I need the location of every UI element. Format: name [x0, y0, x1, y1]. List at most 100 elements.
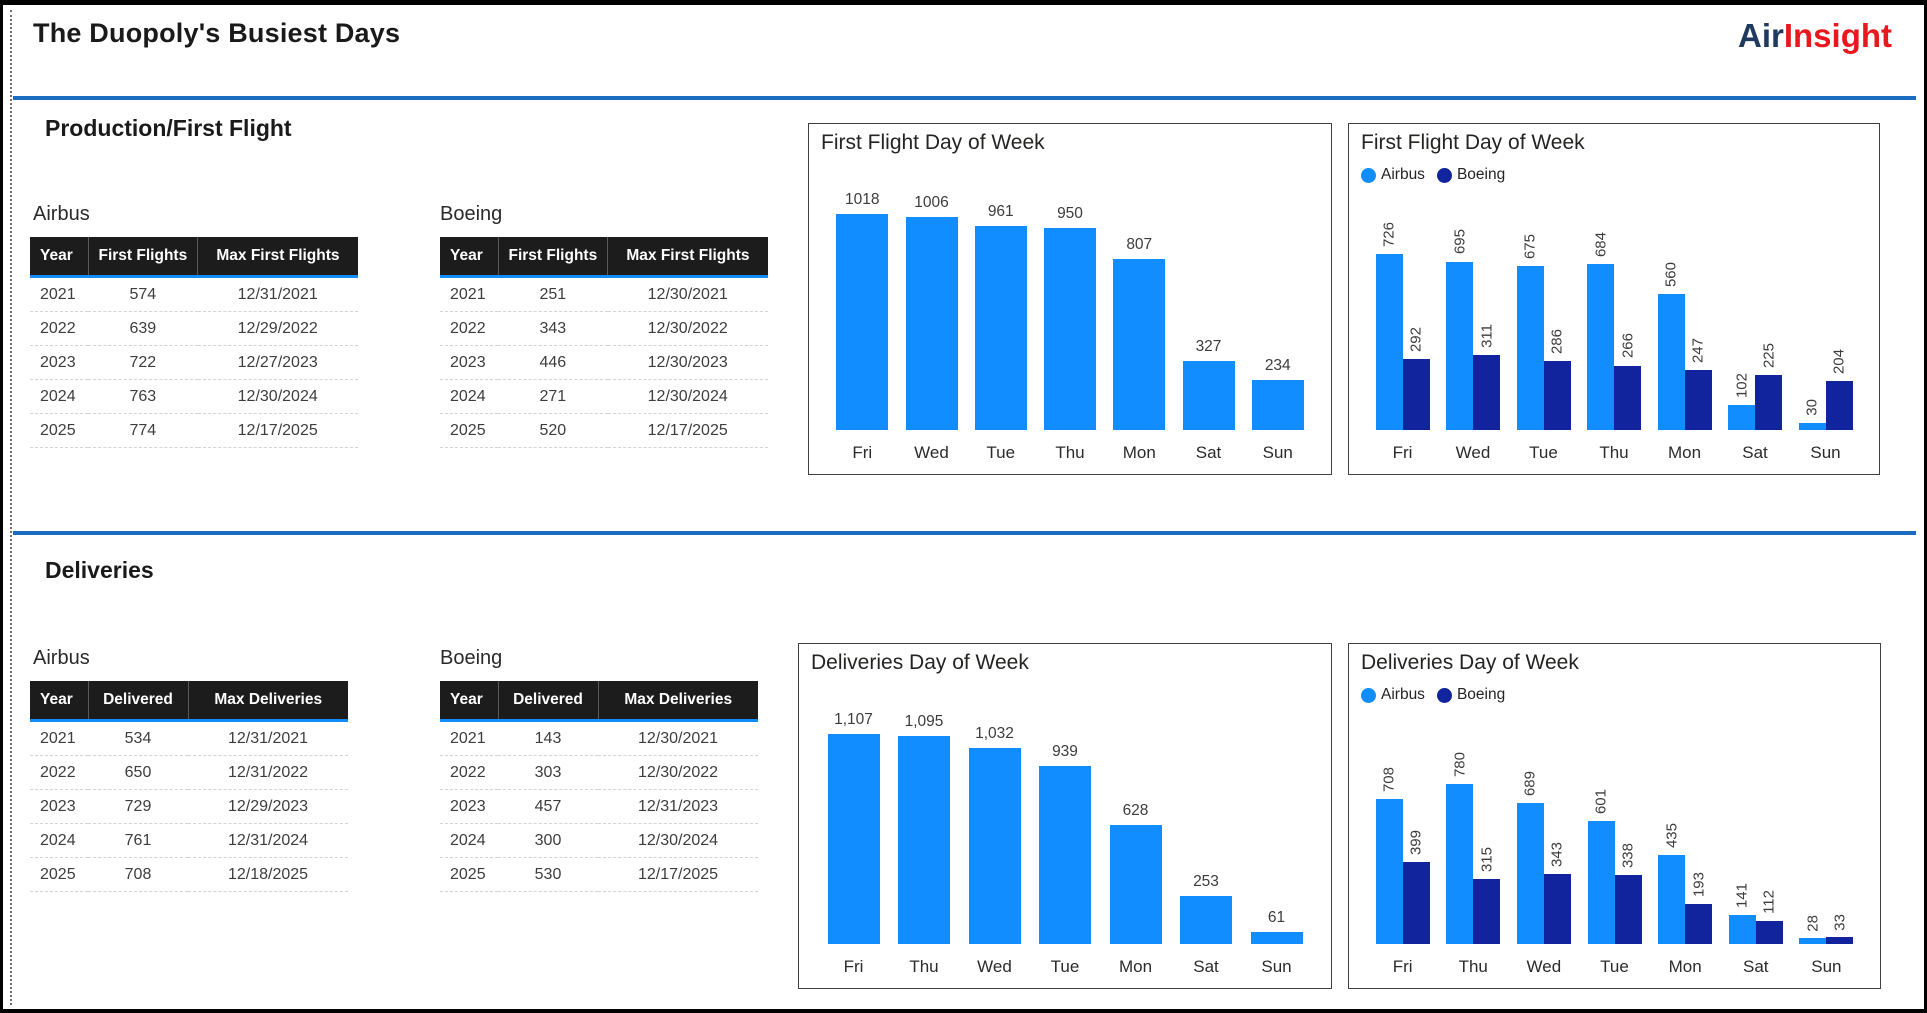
table-cell: 763 [88, 379, 198, 414]
bar-value-label: 102 [1733, 373, 1750, 399]
bar[interactable]: 1,095 [898, 713, 950, 944]
bar-group: 234 [1251, 214, 1304, 430]
chart-title: First Flight Day of Week [1361, 131, 1585, 154]
airbus-bar[interactable]: 30 [1798, 399, 1826, 430]
table-row[interactable]: 2025 708 12/18/2025 [30, 857, 348, 892]
airbus-bar[interactable]: 695 [1446, 229, 1473, 430]
boeing-bar[interactable]: 286 [1543, 329, 1571, 430]
boeing-bar[interactable]: 311 [1473, 324, 1500, 430]
airbus-bar[interactable]: 560 [1657, 262, 1685, 430]
page-guide-dotted-line [10, 10, 12, 1005]
table-row[interactable]: 2021 143 12/30/2021 [440, 720, 758, 756]
table-cell: 271 [498, 379, 608, 414]
bar[interactable]: 939 [1039, 743, 1091, 944]
airbus-bar[interactable]: 684 [1587, 232, 1614, 430]
table-row[interactable]: 2021 574 12/31/2021 [30, 276, 358, 312]
boeing-bar[interactable]: 343 [1543, 842, 1571, 944]
bar[interactable]: 327 [1182, 338, 1235, 430]
table-row[interactable]: 2023 729 12/29/2023 [30, 789, 348, 824]
boeing-bar[interactable]: 204 [1825, 349, 1853, 430]
table-row[interactable]: 2025 520 12/17/2025 [440, 413, 768, 448]
table-row[interactable]: 2024 761 12/31/2024 [30, 823, 348, 858]
boeing-first-flight-table: Year First Flights Max First Flights 2021 25… [440, 237, 768, 448]
category-group: 102 225 Sat [1728, 254, 1782, 466]
table-row[interactable]: 2023 446 12/30/2023 [440, 345, 768, 380]
table-row[interactable]: 2022 650 12/31/2022 [30, 755, 348, 790]
chart-plot-area: 1018 Fri 1006 Wed 961 Tue 950 Thu 807 Mon 327 Sat 23… [819, 191, 1321, 466]
table-cell: 534 [88, 720, 188, 756]
category-label: Sat [1742, 957, 1769, 976]
bar[interactable]: 1006 [905, 194, 958, 430]
table-row[interactable]: 2025 774 12/17/2025 [30, 413, 358, 448]
category-label: Mon [1122, 443, 1156, 462]
airbus-bar[interactable]: 780 [1446, 752, 1474, 944]
table-cell: 12/17/2025 [197, 413, 358, 448]
boeing-bar[interactable]: 112 [1755, 890, 1783, 944]
table-row[interactable]: 2022 343 12/30/2022 [440, 311, 768, 346]
boeing-bar[interactable]: 338 [1614, 843, 1642, 944]
legend-item-airbus[interactable]: Airbus [1361, 166, 1425, 184]
table-row[interactable]: 2024 763 12/30/2024 [30, 379, 358, 414]
airbus-bar[interactable]: 102 [1728, 373, 1755, 430]
table-row[interactable]: 2025 530 12/17/2025 [440, 857, 758, 892]
bar[interactable]: 1018 [836, 191, 889, 430]
table-cell: 446 [498, 345, 608, 380]
airbus-bar[interactable]: 601 [1587, 789, 1615, 944]
bar[interactable]: 1,107 [827, 711, 880, 944]
table-row[interactable]: 2023 457 12/31/2023 [440, 789, 758, 824]
bar[interactable]: 807 [1113, 236, 1166, 430]
airbus-bar[interactable]: 435 [1658, 823, 1686, 944]
table-cell: 2021 [30, 720, 88, 756]
bar-value-label: 311 [1478, 323, 1495, 348]
bar[interactable]: 61 [1250, 909, 1303, 944]
column-header: Max First Flights [607, 237, 768, 278]
boeing-bar[interactable]: 225 [1755, 343, 1782, 430]
airbus-bar[interactable]: 28 [1799, 915, 1827, 944]
table-row[interactable]: 2022 639 12/29/2022 [30, 311, 358, 346]
bar[interactable]: 961 [974, 203, 1027, 430]
bar-value-label: 343 [1548, 841, 1566, 867]
bar[interactable]: 234 [1251, 357, 1304, 430]
boeing-bar[interactable]: 399 [1402, 830, 1430, 944]
bar-group: 675 286 [1516, 234, 1571, 430]
table-row[interactable]: 2022 303 12/30/2022 [440, 755, 758, 790]
bar-group: 560 247 [1657, 254, 1712, 430]
boeing-bar[interactable]: 247 [1684, 338, 1712, 430]
bar[interactable]: 950 [1044, 205, 1096, 430]
legend-label: Airbus [1381, 686, 1425, 703]
legend-item-boeing[interactable]: Boeing [1436, 166, 1505, 184]
table-cell: 12/30/2021 [598, 720, 758, 756]
legend-label: Airbus [1381, 166, 1425, 183]
table-cell: 574 [88, 276, 198, 312]
bar[interactable]: 628 [1109, 802, 1162, 944]
boeing-bar[interactable]: 292 [1402, 327, 1430, 430]
table-row[interactable]: 2024 300 12/30/2024 [440, 823, 758, 858]
boeing-bar[interactable]: 315 [1473, 847, 1501, 944]
bar-value-label: 684 [1592, 232, 1609, 258]
table-row[interactable]: 2023 722 12/27/2023 [30, 345, 358, 380]
table-cell: 12/27/2023 [197, 345, 358, 380]
table-row[interactable]: 2021 534 12/31/2021 [30, 720, 348, 756]
table-cell: 2022 [440, 755, 498, 790]
airbus-bar[interactable]: 141 [1728, 883, 1756, 944]
table-row[interactable]: 2024 271 12/30/2024 [440, 379, 768, 414]
legend-item-airbus[interactable]: Airbus [1361, 686, 1425, 704]
table-cell: 457 [498, 789, 598, 824]
bar-value-label: 204 [1830, 348, 1848, 374]
boeing-bar[interactable]: 33 [1826, 914, 1854, 944]
first-flight-by-day-by-maker-chart: First Flight Day of Week Airbus Boeing 726… [1348, 123, 1880, 475]
airbus-bar[interactable]: 689 [1516, 771, 1544, 944]
table-cell: 12/31/2022 [188, 755, 348, 790]
airbus-bar[interactable]: 708 [1375, 767, 1403, 944]
chart-legend: Airbus Boeing [1361, 686, 1517, 704]
table-row[interactable]: 2021 251 12/30/2021 [440, 276, 768, 312]
category-label: Sun [1811, 957, 1842, 976]
airbus-bar[interactable]: 726 [1375, 222, 1403, 430]
airbus-bar[interactable]: 675 [1516, 234, 1544, 430]
bar[interactable]: 253 [1180, 873, 1232, 944]
category-label: Sat [1742, 443, 1768, 462]
legend-item-boeing[interactable]: Boeing [1436, 686, 1505, 704]
boeing-bar[interactable]: 193 [1685, 872, 1713, 944]
bar[interactable]: 1,032 [968, 725, 1021, 944]
boeing-bar[interactable]: 266 [1614, 333, 1641, 430]
